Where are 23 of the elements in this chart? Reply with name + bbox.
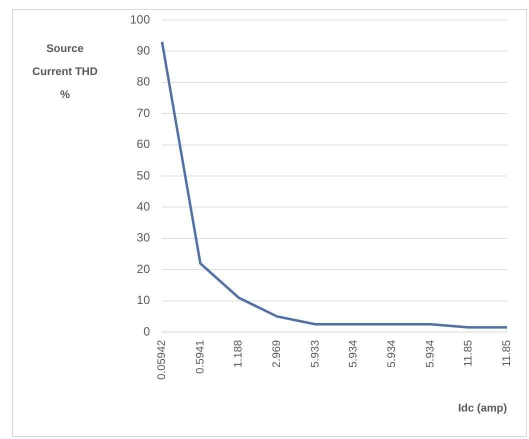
y-tick-label: 10	[136, 293, 150, 308]
x-tick-label: 0.5941	[194, 340, 206, 374]
y-tick-label: 30	[136, 230, 150, 245]
y-tick-label: 70	[136, 106, 150, 120]
x-tick-label: 2.969	[271, 340, 284, 368]
x-tick-label: 1.188	[232, 340, 245, 368]
y-tick-label: 40	[136, 200, 150, 214]
y-tick-label: 90	[136, 44, 150, 58]
x-tick-label: 11.85	[501, 340, 514, 367]
y-tick-label: 50	[136, 168, 150, 182]
x-tick-label: 5.934	[386, 340, 398, 368]
x-tick-label: 0.05942	[156, 340, 168, 380]
x-axis-title: Idc (amp)	[458, 402, 508, 414]
y-tick-label: 20	[136, 262, 150, 276]
y-tick-label: 60	[136, 137, 150, 152]
x-tick-label: 5.934	[424, 340, 436, 368]
y-tick-label: 0	[143, 324, 150, 338]
y-tick-label: 80	[136, 74, 150, 89]
y-tick-label: 100	[130, 12, 150, 26]
x-tick-label: 11.85	[462, 340, 475, 367]
y-axis-title: Source Current THD %	[31, 42, 99, 103]
x-tick-label: 5.933	[309, 340, 322, 368]
x-tick-label: 5.934	[348, 340, 360, 368]
